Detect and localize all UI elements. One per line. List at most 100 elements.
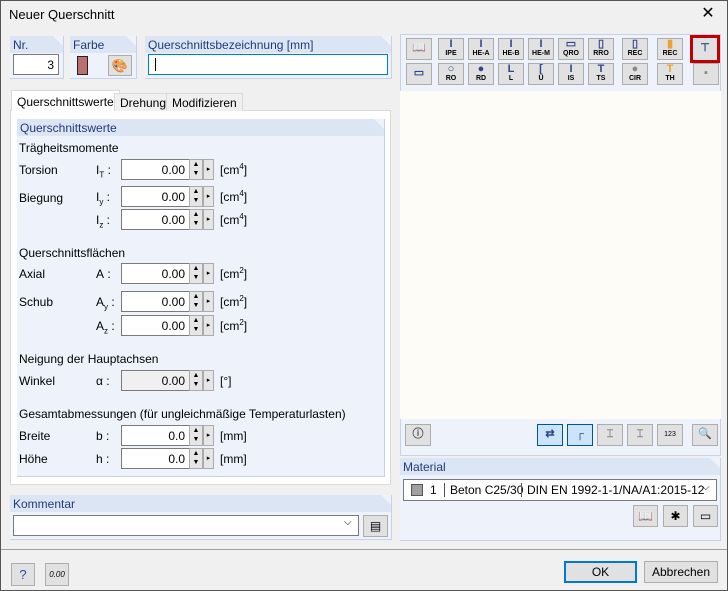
edit-icon: ▭ [699,509,712,523]
section-type-button[interactable]: ● CIR [622,63,648,85]
material-name: Beton C25/30 [450,483,524,497]
value-input[interactable]: 0.0 [121,448,190,469]
close-button[interactable]: ✕ [701,5,715,22]
new-icon: ✱ [670,509,681,523]
dimensions-button[interactable]: ⌶ [597,424,623,446]
dimension2-icon: ⌶ [636,428,644,440]
schub-label: Schub [19,295,54,309]
unit-label: [mm] [220,452,247,466]
section-type-button[interactable]: T TS [588,63,614,85]
section-shape-icon: [ [539,63,543,75]
chevron-down-icon[interactable]: ⌵ [344,517,352,528]
material-color-swatch [411,484,423,496]
pick-button[interactable]: ▸ [203,448,214,469]
dimension-icon: ⌶ [606,428,614,440]
flaechen-heading: Querschnittsflächen [19,246,126,260]
ok-button[interactable]: OK [564,561,637,583]
farbe-group: Farbe 🎨 [70,36,137,79]
spinner-button[interactable]: ▲ ▼ [189,291,203,312]
kommentar-library-button[interactable]: ▤ [363,515,388,537]
info-button[interactable]: ⓘ [405,424,431,446]
tab-querschnittswerte[interactable]: Querschnittswerte [11,90,120,111]
tab-drehung[interactable]: Drehung [114,93,173,111]
value-input[interactable]: 0.00 [121,209,190,230]
spinner-button[interactable]: ▲ ▼ [189,425,203,446]
neigung-heading: Neigung der Hauptachsen [19,352,159,366]
value-input[interactable]: 0.00 [121,159,190,180]
section-type-button[interactable]: I HE-A [468,38,494,60]
help-button[interactable]: ? [11,563,35,586]
palette-button[interactable]: 🎨 [108,55,132,76]
unit-label: [°] [220,374,232,388]
section-shape-icon: L [507,63,515,75]
spinner-button[interactable]: ▲ ▼ [189,263,203,284]
unit-label: [cm2] [220,294,248,309]
numbering-button[interactable]: 123 [657,424,683,446]
pick-button[interactable]: ▸ [203,291,214,312]
decimal-icon: 0.00 [49,570,65,579]
section-type-button[interactable]: I HE-B [498,38,524,60]
pick-button[interactable]: ▸ [203,315,214,336]
breite-label: Breite [19,429,51,443]
import-button[interactable]: ▭ [406,63,432,85]
palette-icon: 🎨 [111,57,129,73]
library-book-button[interactable]: 📖 [406,38,432,60]
spinner-button[interactable]: ▲ ▼ [189,315,203,336]
material-label: Material [400,458,720,475]
pick-button[interactable]: ▸ [203,159,214,180]
section-shape-icon: ▯ [631,38,639,50]
show-axes-button[interactable]: ⇄ [537,424,563,446]
section-type-button[interactable]: ▯ REC [622,38,648,60]
section-type-button[interactable]: ● RD [468,63,494,85]
kommentar-combo[interactable] [13,515,359,536]
edit-material-button[interactable]: ▭ [693,505,718,527]
thin-walled-section-button[interactable]: ⊤ [690,35,720,63]
unit-label: [mm] [220,429,247,443]
section-type-button[interactable]: ○ RO [438,63,464,85]
spinner-button[interactable]: ▲ ▼ [189,448,203,469]
cancel-button[interactable]: Abbrechen [644,561,718,583]
section-shape-icon: ▮ [666,38,674,50]
material-library-button[interactable]: 📖 [633,505,658,527]
value-input[interactable]: 0.0 [121,425,190,446]
section-shape-icon: ▭ [565,38,577,50]
bezeichnung-input[interactable] [148,54,388,75]
biegung-label: Biegung [19,191,64,205]
spinner-button[interactable]: ▲ ▼ [189,159,203,180]
spinner-button[interactable]: ▲ ▼ [189,186,203,207]
section-shape-icon: ▯ [597,38,605,50]
value-input[interactable]: 0.00 [121,263,190,284]
decimal-places-button[interactable]: 0.00 [45,563,69,586]
chevron-down-icon: ⌵ [702,482,710,493]
new-material-button[interactable]: ✱ [663,505,688,527]
spinner-button[interactable]: ▲ ▼ [189,209,203,230]
material-number: 1 [430,483,437,497]
pick-button[interactable]: ▸ [203,425,214,446]
material-norm: DIN EN 1992-1-1/NA/A1:2015-12 [527,483,705,497]
color-swatch [77,56,88,75]
dimensions2-button[interactable]: ⌶ [627,424,653,446]
section-type-button[interactable]: ▭ QRO [558,38,584,60]
section-type-button[interactable]: [U [528,63,554,85]
reset-view-button[interactable]: 🔍 [692,424,718,446]
section-type-button[interactable]: I HE-M [528,38,554,60]
value-input[interactable]: 0.00 [121,315,190,336]
value-input[interactable]: 0.00 [121,186,190,207]
section-type-button[interactable]: I IS [558,63,584,85]
pick-button[interactable]: ▸ [203,209,214,230]
section-type-button[interactable]: ▯ RRO [588,38,614,60]
section-type-button[interactable]: T TH [657,63,683,85]
value-input[interactable]: 0.00 [121,291,190,312]
tab-modifizieren[interactable]: Modifizieren [166,93,243,111]
material-combo[interactable]: 1 Beton C25/30 DIN EN 1992-1-1/NA/A1:201… [403,479,717,501]
pick-button[interactable]: ▸ [203,263,214,284]
pick-button[interactable]: ▸ [203,186,214,207]
section-type-button[interactable]: ▮ REC [657,38,683,60]
solid-section-button[interactable]: ▪ [693,63,719,85]
show-coord-button[interactable]: ┌ [567,424,593,446]
section-shape-icon: ○ [447,63,455,75]
section-type-button[interactable]: I IPE [438,38,464,60]
nr-input[interactable]: 3 [13,54,59,75]
